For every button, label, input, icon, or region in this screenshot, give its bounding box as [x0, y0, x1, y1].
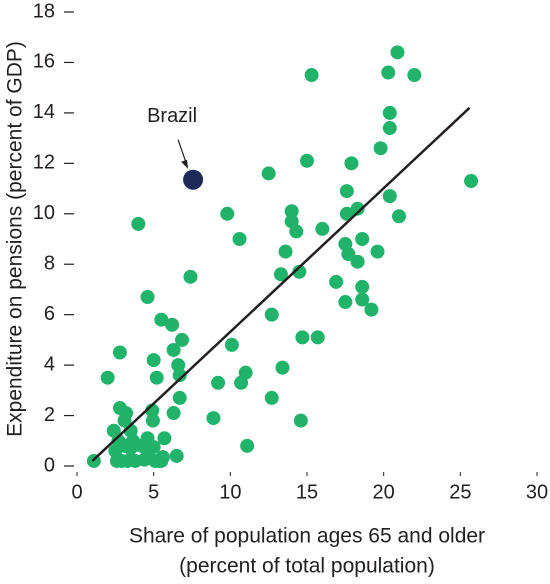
data-point [166, 342, 181, 357]
x-tick-label: 0 [71, 481, 82, 503]
data-point [464, 173, 479, 188]
data-point [310, 330, 325, 345]
data-point [149, 370, 164, 385]
data-point [157, 431, 172, 446]
y-tick-label: 2 [44, 404, 55, 426]
data-point [232, 232, 247, 246]
data-point [140, 290, 155, 305]
y-tick-label: 8 [44, 253, 55, 275]
data-point [278, 244, 293, 259]
x-tick-label: 30 [526, 481, 548, 503]
data-point [120, 453, 135, 468]
annotation: Brazil [147, 105, 197, 127]
data-point [175, 332, 190, 347]
annotation-arrowhead [181, 159, 189, 169]
data-point [338, 295, 353, 310]
data-point [172, 390, 187, 405]
data-point [240, 438, 255, 453]
y-tick-label: 10 [33, 202, 55, 224]
data-point [220, 206, 235, 221]
trend-line [91, 106, 471, 462]
x-tick-label: 25 [449, 481, 471, 503]
data-point [382, 105, 397, 120]
data-point [154, 312, 169, 327]
y-tick-label: 4 [44, 353, 55, 375]
x-axis-label: (percent of total population) [179, 555, 435, 578]
data-point [344, 156, 359, 171]
data-point [211, 375, 226, 390]
data-point [350, 254, 365, 269]
data-point [339, 184, 354, 199]
data-point [289, 224, 304, 239]
data-point [146, 440, 161, 455]
y-axis-label: Expenditure on pensions (percent of GDP) [4, 41, 27, 437]
data-point [264, 307, 279, 322]
data-point [275, 360, 290, 375]
data-point [183, 269, 198, 284]
x-tick-label: 15 [296, 481, 318, 503]
data-point [355, 232, 370, 246]
data-point [109, 453, 124, 468]
x-axis-label: Share of population ages 65 and older [129, 525, 485, 548]
data-point [392, 209, 406, 224]
x-tick-label: 20 [373, 481, 395, 503]
data-point [146, 353, 161, 368]
data-point [407, 68, 422, 83]
data-point [117, 413, 132, 428]
data-point [131, 216, 146, 231]
x-tick-label: 10 [219, 481, 241, 503]
y-tick-label: 16 [33, 51, 55, 73]
data-point [166, 406, 181, 421]
data-point [370, 244, 385, 259]
data-point [137, 452, 152, 467]
data-point [315, 221, 330, 236]
data-point [154, 453, 169, 468]
data-point [304, 68, 319, 83]
data-point [293, 413, 308, 428]
data-point [165, 317, 180, 332]
y-tick-label: 14 [33, 101, 55, 123]
data-point [206, 411, 221, 426]
data-point [172, 368, 187, 383]
data-point [355, 292, 370, 307]
data-point [295, 330, 310, 345]
data-point [169, 448, 184, 463]
x-tick-label: 5 [148, 481, 159, 503]
data-point [145, 413, 160, 428]
data-point [112, 345, 127, 360]
data-point [273, 267, 288, 282]
data-point [224, 337, 239, 352]
data-point [341, 247, 356, 262]
data-point [300, 153, 314, 168]
data-point [364, 302, 379, 317]
data-point [261, 166, 276, 181]
data-point [350, 201, 365, 216]
data-point [284, 204, 299, 219]
data-point [100, 370, 115, 385]
data-point [183, 169, 204, 190]
y-tick-label: 6 [44, 303, 55, 325]
y-tick-label: 0 [44, 454, 55, 476]
y-tick-label: 18 [33, 0, 55, 22]
data-point [125, 433, 140, 448]
data-point [382, 189, 397, 204]
data-point [292, 264, 307, 279]
data-point [390, 45, 405, 60]
data-point [355, 279, 370, 294]
data-point [373, 141, 388, 156]
data-point [381, 65, 396, 80]
data-point [264, 390, 279, 405]
data-point [339, 206, 354, 221]
y-tick-label: 12 [33, 152, 55, 174]
data-point [382, 121, 397, 136]
data-point [234, 375, 249, 390]
data-point [329, 274, 344, 289]
